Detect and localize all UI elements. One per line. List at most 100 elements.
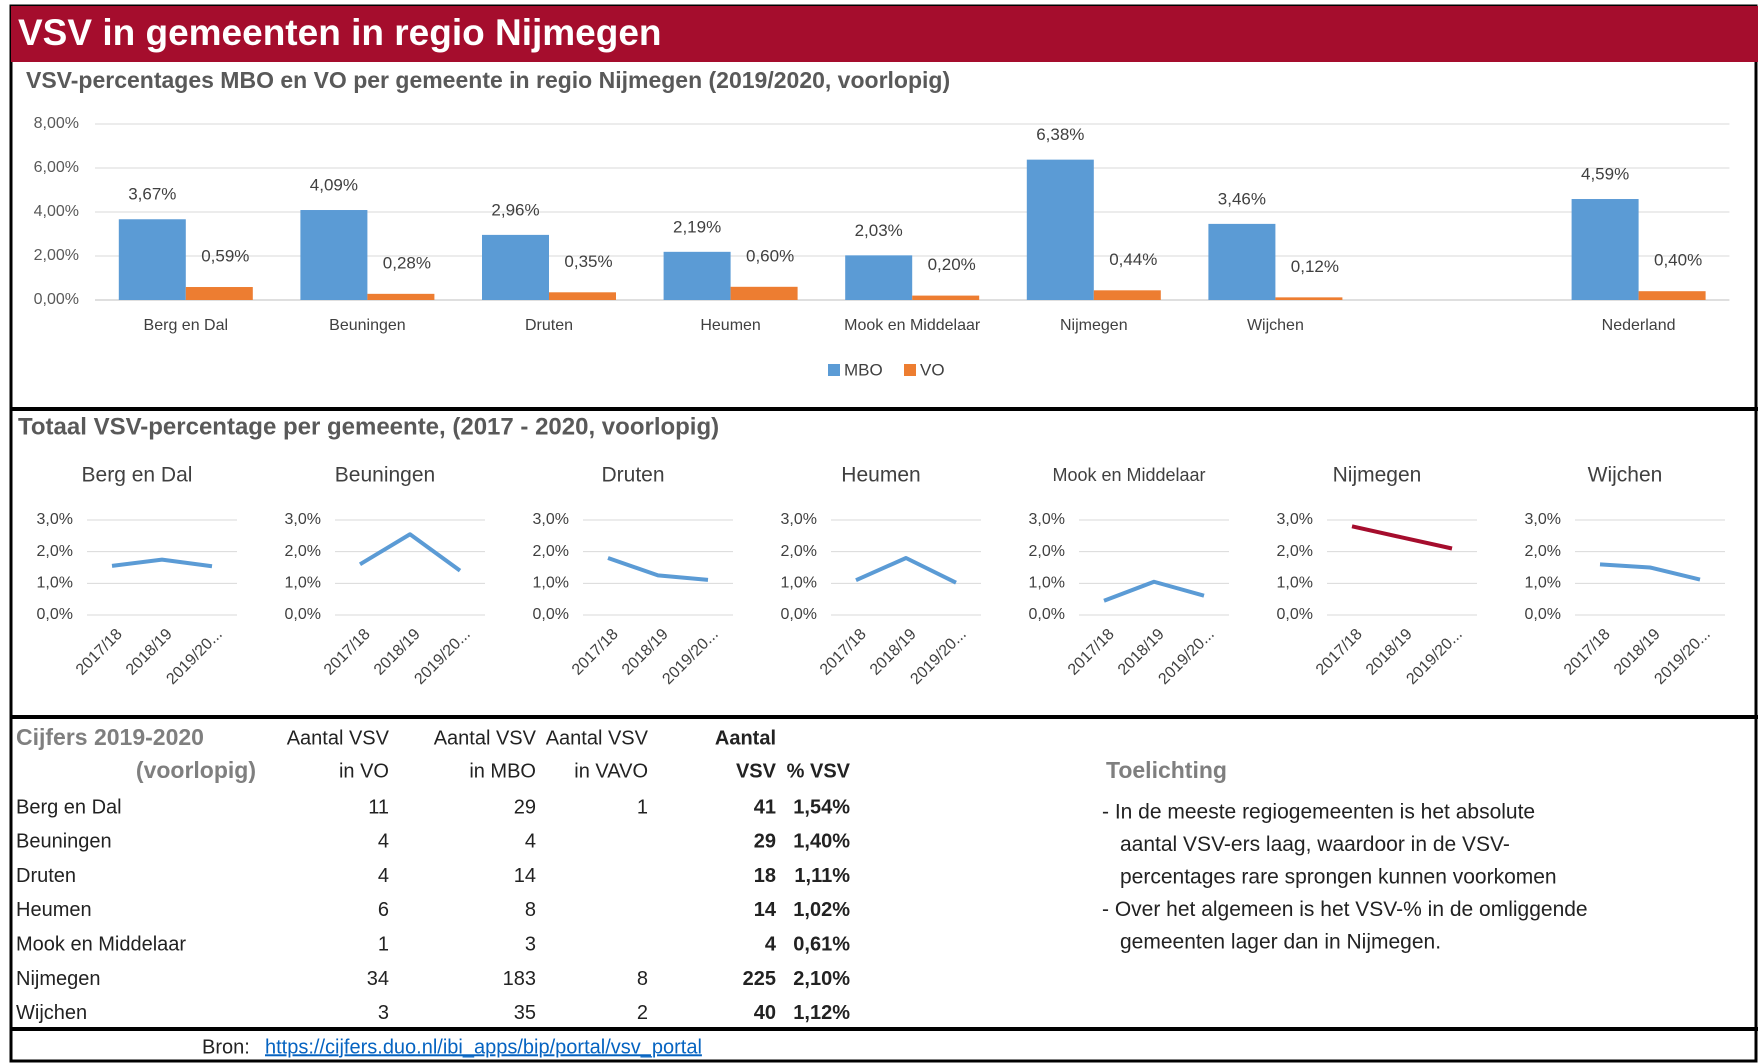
x-tick-label: 2017/18 [1065, 626, 1118, 679]
table-cell: 35 [514, 1002, 536, 1024]
data-label: 4,09% [310, 176, 358, 195]
y-tick-label: 0,0% [781, 606, 817, 623]
line [1103, 579, 1205, 603]
line [855, 556, 957, 585]
data-label: 2,19% [673, 217, 721, 236]
bar [367, 293, 435, 300]
data-label: 3,46% [1218, 189, 1266, 208]
bar [730, 286, 798, 300]
y-tick-label: 0,0% [37, 606, 73, 623]
y-tick-label: 4,00% [34, 203, 79, 220]
note-line: - In de meeste regiogemeenten is het abs… [1102, 801, 1535, 824]
table-header: % VSV [787, 760, 851, 782]
note-line: - Over het algemeen is het VSV-% in de o… [1102, 898, 1588, 921]
y-tick-label: 2,0% [37, 543, 73, 560]
y-tick-label: 2,00% [34, 247, 79, 264]
line [1351, 524, 1453, 551]
line [607, 556, 709, 582]
table-header: Cijfers 2019-2020 [16, 724, 204, 750]
bar [912, 295, 980, 300]
x-tick-label: 2017/18 [817, 626, 870, 679]
y-tick-label: 3,0% [37, 511, 73, 528]
table-cell: 183 [503, 968, 536, 990]
y-tick-label: 1,0% [285, 575, 321, 592]
y-tick-label: 1,0% [1525, 575, 1561, 592]
bar [185, 287, 253, 300]
data-label: 0,40% [1654, 251, 1702, 270]
data-label: 3,67% [128, 185, 176, 204]
data-label: 0,28% [383, 253, 431, 272]
table-cell: 0,61% [793, 933, 850, 955]
y-tick-label: 2,0% [533, 543, 569, 560]
bar [1571, 199, 1639, 300]
bar [1275, 297, 1343, 300]
small-chart-title: Heumen [841, 464, 920, 487]
bar [845, 255, 913, 300]
table-cell: 34 [367, 968, 389, 990]
x-tick-label: 2017/18 [1313, 626, 1366, 679]
table-cell: 1,12% [793, 1002, 850, 1024]
bar [1638, 291, 1706, 300]
notes-title: Toelichting [1106, 757, 1227, 783]
table-cell: Beuningen [16, 831, 112, 853]
separator [11, 715, 1758, 719]
x-tick-label: Heumen [700, 317, 760, 334]
table-cell: 2,10% [793, 968, 850, 990]
y-tick-label: 2,0% [1525, 543, 1561, 560]
x-tick-label: Nijmegen [1060, 317, 1128, 334]
y-tick-label: 1,0% [533, 575, 569, 592]
table-header: in VO [339, 760, 389, 782]
bar [300, 210, 368, 300]
y-tick-label: 8,00% [34, 115, 79, 132]
table-cell: 3 [525, 933, 536, 955]
table-cell: Berg en Dal [16, 796, 122, 818]
table-cell: Wijchen [16, 1002, 87, 1024]
legend-swatch [904, 364, 916, 376]
y-tick-label: 0,0% [1525, 606, 1561, 623]
table-header: in VAVO [574, 760, 648, 782]
table-cell: 14 [754, 899, 777, 921]
table-cell: 1 [637, 796, 648, 818]
table-cell: 29 [514, 796, 536, 818]
section-title: Totaal VSV-percentage per gemeente, (201… [18, 413, 719, 440]
table-cell: 3 [378, 1002, 389, 1024]
page-title: VSV in gemeenten in regio Nijmegen [18, 12, 662, 53]
y-tick-label: 2,0% [1029, 543, 1065, 560]
x-tick-label: Mook en Middelaar [844, 317, 981, 334]
table-cell: 8 [637, 968, 648, 990]
y-tick-label: 3,0% [1277, 511, 1313, 528]
table-cell: 14 [514, 865, 536, 887]
small-chart-title: Berg en Dal [82, 464, 193, 487]
table-cell: 1,02% [793, 899, 850, 921]
x-tick-label: Berg en Dal [144, 317, 229, 334]
table-cell: 6 [378, 899, 389, 921]
data-label: 0,60% [746, 246, 794, 265]
y-tick-label: 0,0% [533, 606, 569, 623]
table-cell: 4 [525, 831, 536, 853]
y-tick-label: 0,0% [1029, 606, 1065, 623]
data-label: 4,59% [1581, 165, 1629, 184]
note-line: percentages rare sprongen kunnen voorkom… [1120, 866, 1557, 889]
source-link[interactable]: https://cijfers.duo.nl/ibi_apps/bip/port… [265, 1036, 702, 1058]
table-cell: 11 [368, 796, 389, 818]
table-header: Aantal VSV [546, 727, 649, 749]
y-tick-label: 3,0% [1029, 511, 1065, 528]
data-label: 2,96% [491, 200, 539, 219]
x-tick-label: 2017/18 [321, 626, 374, 679]
table-cell: Druten [16, 865, 76, 887]
bar [482, 234, 549, 300]
table-cell: 4 [378, 831, 389, 853]
chart-title: VSV-percentages MBO en VO per gemeente i… [26, 67, 950, 93]
x-tick-label: 2017/18 [1561, 626, 1614, 679]
y-tick-label: 6,00% [34, 159, 79, 176]
x-tick-label: Beuningen [329, 317, 406, 334]
data-label: 0,59% [201, 247, 249, 266]
table-header: Aantal VSV [434, 727, 537, 749]
table-cell: Mook en Middelaar [16, 933, 186, 955]
table-header: Aantal [715, 727, 776, 749]
table-cell: 1,40% [793, 831, 850, 853]
y-tick-label: 2,0% [285, 543, 321, 560]
separator [11, 407, 1758, 411]
bar [1093, 290, 1161, 300]
legend-label: VO [920, 360, 945, 379]
